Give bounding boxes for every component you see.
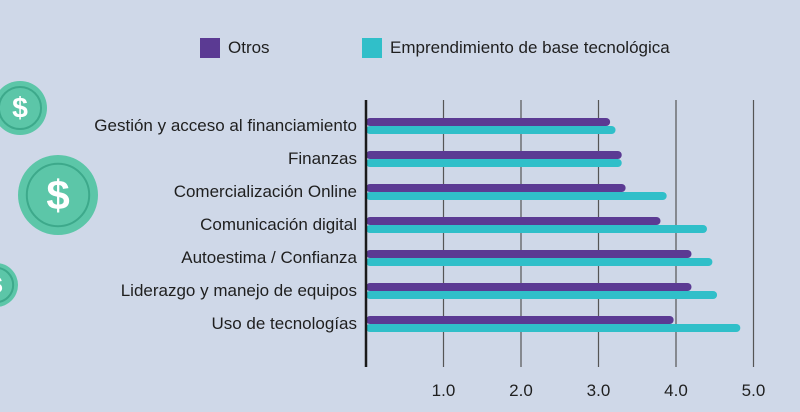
coin-symbol: $ <box>12 93 28 125</box>
bar-otros <box>366 118 611 126</box>
coin-symbol: $ <box>46 171 69 218</box>
x-tick-label: 3.0 <box>587 381 611 400</box>
category-label: Comercialización Online <box>174 182 357 201</box>
legend-label-ebt: Emprendimiento de base tecnológica <box>390 38 670 57</box>
category-label: Autoestima / Confianza <box>181 248 357 267</box>
coin-symbol: $ <box>0 272 3 298</box>
bar-otros <box>366 316 674 324</box>
bar-otros <box>366 151 622 159</box>
category-label: Finanzas <box>288 149 357 168</box>
bar-ebt <box>366 324 741 332</box>
dollar-coin-icon: $ <box>18 155 98 235</box>
x-tick-label: 5.0 <box>742 381 766 400</box>
coin-face <box>18 155 98 235</box>
bar-otros <box>366 184 626 192</box>
bar-otros <box>366 250 692 258</box>
bar-otros <box>366 283 692 291</box>
bar-ebt <box>366 192 667 200</box>
coin-face <box>0 263 18 307</box>
category-label: Gestión y acceso al financiamiento <box>94 116 357 135</box>
category-label: Uso de tecnologías <box>211 314 357 333</box>
dollar-coin-icon: $ <box>0 263 18 307</box>
bar-otros <box>366 217 661 225</box>
x-tick-label: 4.0 <box>664 381 688 400</box>
coin-ring <box>25 162 91 228</box>
dollar-coin-icon: $ <box>0 81 47 135</box>
bar-ebt <box>366 258 713 266</box>
x-tick-label: 2.0 <box>509 381 533 400</box>
legend-swatch-otros <box>200 38 220 58</box>
category-label: Comunicación digital <box>200 215 357 234</box>
legend-label-otros: Otros <box>228 38 270 57</box>
bar-ebt <box>366 225 707 233</box>
bar-ebt <box>366 159 622 167</box>
x-tick-label: 1.0 <box>432 381 456 400</box>
coin-ring <box>0 267 15 303</box>
bar-ebt <box>366 291 718 299</box>
bar-ebt <box>366 126 616 134</box>
coin-ring <box>0 85 43 131</box>
legend-item-ebt: Emprendimiento de base tecnológica <box>362 38 670 58</box>
legend-swatch-ebt <box>362 38 382 58</box>
category-label: Liderazgo y manejo de equipos <box>121 281 357 300</box>
legend-item-otros: Otros <box>200 38 270 58</box>
